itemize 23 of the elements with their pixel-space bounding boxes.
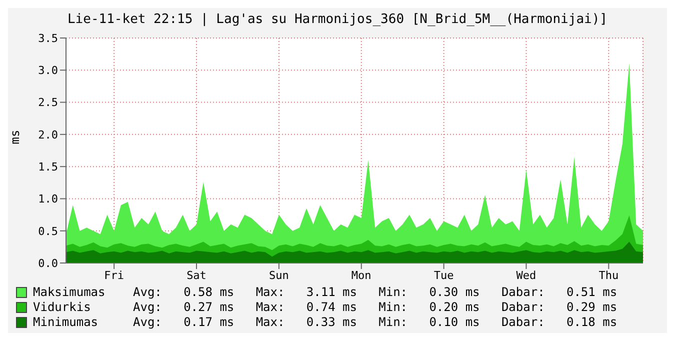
y-tick-label: 2.5 (38, 96, 58, 110)
x-tick-label: Thu (598, 268, 619, 282)
text: Avg: 0.27 ms Max: 0.74 ms Min: 0.20 ms Dabar: 0.29 ms (133, 300, 618, 315)
y-tick-label: 3.5 (38, 32, 58, 45)
x-tick-label: Wed (516, 268, 536, 282)
x-tick-label: Sun (269, 268, 289, 282)
legend-label: Minimumas (33, 315, 100, 330)
y-tick-label: 0.5 (38, 224, 58, 238)
legend-label: Vidurkis (33, 300, 92, 315)
legend-label: Maksimumas (33, 285, 106, 300)
y-tick-label: 0.0 (38, 256, 58, 270)
text: Avg: 0.17 ms Max: 0.33 ms Min: 0.10 ms Dabar: 0.18 ms (133, 315, 618, 330)
y-tick-label: 2.0 (38, 128, 58, 142)
y-tick-label: 3.0 (38, 64, 58, 78)
y-tick-label: 1.5 (38, 160, 58, 174)
x-tick-label: Mon (351, 268, 372, 282)
chart-title: Lie-11-ket 22:15 | Lag'as su Harmonijos_360 [N_Brid_5M__(Harmonijai)] (66, 11, 609, 29)
x-tick-label: Tue (434, 268, 454, 282)
x-tick-label: Fri (104, 268, 124, 282)
y-tick-label: 1.0 (38, 192, 58, 206)
x-tick-label: Sat (186, 268, 206, 282)
text: Avg: 0.58 ms Max: 3.11 ms Min: 0.30 ms Dabar: 0.51 ms (133, 285, 618, 300)
y-axis-title: ms (8, 130, 22, 144)
